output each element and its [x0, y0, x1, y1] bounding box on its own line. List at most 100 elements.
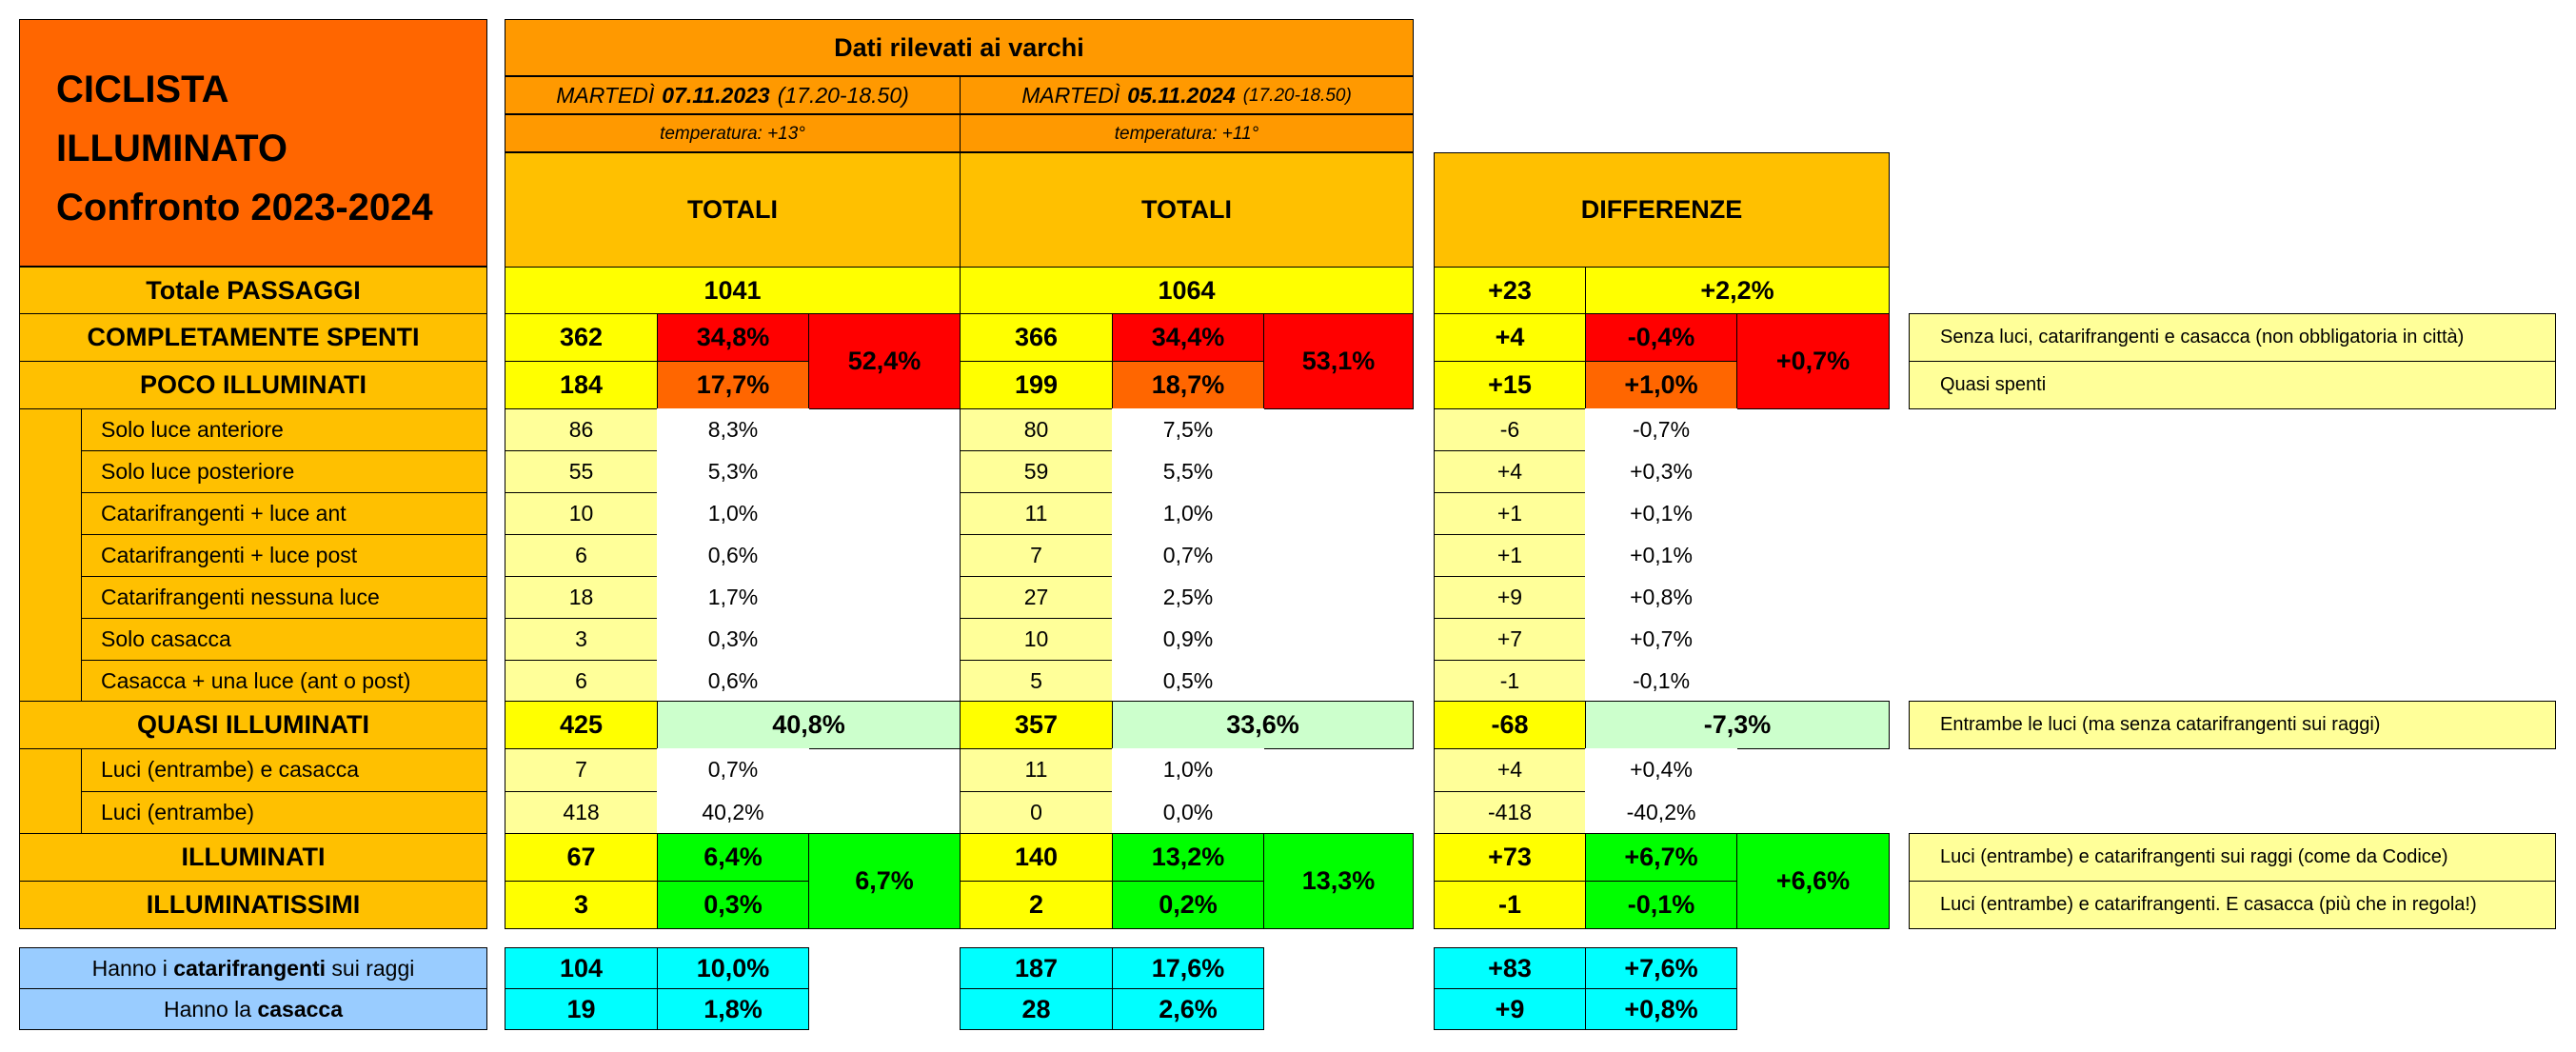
quasi-p-2024: 33,6%	[1112, 701, 1414, 749]
sub-label: Catarifrangenti + luce post	[81, 534, 487, 577]
quasi-diff-p: -7,3%	[1585, 701, 1890, 749]
cas-p-2023: 1,8%	[657, 988, 809, 1030]
quasi-n-2023: 425	[505, 701, 658, 749]
sub-n-2023: 10	[505, 492, 658, 535]
sub-p-2023: 1,0%	[657, 492, 809, 535]
sub-diff-p: +0,3%	[1585, 450, 1737, 493]
sub-p-2023: 0,6%	[657, 534, 809, 577]
sub-diff-n: +9	[1434, 576, 1586, 619]
illuminati-n-2024: 140	[960, 833, 1113, 882]
poco-diff-p: +1,0%	[1585, 361, 1737, 409]
sub-diff-p: -0,1%	[1585, 660, 1737, 703]
cat-p-2023: 10,0%	[657, 947, 809, 989]
sub-n-2023: 18	[505, 576, 658, 619]
group1-diff-p: +0,7%	[1736, 313, 1890, 409]
sub-diff-n: +7	[1434, 618, 1586, 661]
title-line-1: CICLISTA	[56, 69, 229, 110]
spenti-n-2023: 362	[505, 313, 658, 362]
sub-p-2024: 0,0%	[1112, 790, 1264, 834]
sub-label: Solo luce anteriore	[81, 408, 487, 451]
sub-p-2024: 0,5%	[1112, 660, 1264, 703]
note-spenti: Senza luci, catarifrangenti e casacca (n…	[1909, 313, 2556, 362]
sub-n-2024: 11	[960, 748, 1113, 792]
sub-diff-n: +4	[1434, 748, 1586, 792]
row-label-illuminatissimi: ILLUMINATISSIMI	[19, 881, 487, 929]
cat-n-2023: 104	[505, 947, 658, 989]
group2-p-2023: 6,7%	[808, 833, 961, 929]
cat-post: sui raggi	[326, 955, 415, 981]
header-day-2023: MARTEDÌ	[556, 82, 655, 108]
cas-n-2023: 19	[505, 988, 658, 1030]
bottom-label-catarifrangenti: Hanno i catarifrangenti sui raggi	[19, 947, 487, 989]
row-label-totale: Totale PASSAGGI	[19, 267, 487, 314]
sub-n-2023: 55	[505, 450, 658, 493]
spenti-diff-n: +4	[1434, 313, 1586, 362]
totale-2023: 1041	[505, 267, 961, 314]
quasi-p-2023: 40,8%	[657, 701, 961, 749]
sub-diff-p: +0,1%	[1585, 534, 1737, 577]
sub2-indent	[19, 748, 82, 834]
sub-p-2023: 8,3%	[657, 408, 809, 451]
group2-diff-p: +6,6%	[1736, 833, 1890, 929]
sub-n-2023: 418	[505, 790, 658, 834]
illuminati-diff-p: +6,7%	[1585, 833, 1737, 882]
note-poco: Quasi spenti	[1909, 361, 2556, 409]
cat-pre: Hanno i	[91, 955, 174, 981]
illuminati-diff-n: +73	[1434, 833, 1586, 882]
cat-diff-n: +83	[1434, 947, 1586, 989]
row-label-poco: POCO ILLUMINATI	[19, 361, 487, 409]
totale-2024: 1064	[960, 267, 1414, 314]
sub-n-2024: 7	[960, 534, 1113, 577]
title-line-3: Confronto 2023-2024	[56, 187, 433, 228]
group2-p-2024: 13,3%	[1263, 833, 1414, 929]
sub-n-2023: 3	[505, 618, 658, 661]
header-date-2024: MARTEDÌ 05.11.2024 (17.20-18.50)	[960, 76, 1414, 114]
header-main: Dati rilevati ai varchi	[505, 19, 1414, 76]
header-day-2024: MARTEDÌ	[1021, 82, 1120, 108]
poco-p-2023: 17,7%	[657, 361, 809, 409]
header-temp-2024: temperatura: +11°	[960, 114, 1414, 152]
illuminatissimi-p-2023: 0,3%	[657, 881, 809, 929]
illuminatissimi-diff-p: -0,1%	[1585, 881, 1737, 929]
sub-n-2024: 10	[960, 618, 1113, 661]
totale-diff-n: +23	[1434, 267, 1586, 314]
sub-n-2023: 7	[505, 748, 658, 792]
sub-n-2024: 11	[960, 492, 1113, 535]
quasi-diff-n: -68	[1434, 701, 1586, 749]
group1-p-2024: 53,1%	[1263, 313, 1414, 409]
title-block: CICLISTA ILLUMINATO Confronto 2023-2024	[19, 19, 487, 267]
sub-n-2024: 5	[960, 660, 1113, 703]
sub-diff-p: -0,7%	[1585, 408, 1737, 451]
spenti-p-2023: 34,8%	[657, 313, 809, 362]
sub-n-2024: 27	[960, 576, 1113, 619]
sub-p-2023: 40,2%	[657, 790, 809, 834]
header-totali-2023: TOTALI	[505, 152, 961, 268]
spenti-p-2024: 34,4%	[1112, 313, 1264, 362]
header-date-2024-value: 05.11.2024	[1127, 82, 1236, 108]
header-date-2023-value: 07.11.2023	[662, 82, 770, 108]
illuminatissimi-p-2024: 0,2%	[1112, 881, 1264, 929]
cas-diff-p: +0,8%	[1585, 988, 1737, 1030]
header-date-2023: MARTEDÌ 07.11.2023 (17.20-18.50)	[505, 76, 961, 114]
illuminatissimi-n-2023: 3	[505, 881, 658, 929]
cas-pre: Hanno la	[163, 996, 258, 1022]
illuminati-p-2024: 13,2%	[1112, 833, 1264, 882]
sub-p-2024: 7,5%	[1112, 408, 1264, 451]
poco-n-2024: 199	[960, 361, 1113, 409]
cat-bold: catarifrangenti	[173, 955, 327, 981]
sub-p-2024: 0,7%	[1112, 534, 1264, 577]
sub-diff-n: +4	[1434, 450, 1586, 493]
illuminati-p-2023: 6,4%	[657, 833, 809, 882]
row-label-quasi: QUASI ILLUMINATI	[19, 701, 487, 749]
title-line-2: ILLUMINATO	[56, 128, 287, 169]
sub-n-2023: 6	[505, 534, 658, 577]
sub-n-2024: 0	[960, 790, 1113, 834]
header-temp-2023: temperatura: +13°	[505, 114, 961, 152]
sub1-indent	[19, 408, 82, 702]
totale-diff-p: +2,2%	[1585, 267, 1890, 314]
sub-diff-p: +0,4%	[1585, 748, 1737, 792]
sub-n-2023: 86	[505, 408, 658, 451]
sub-diff-n: -418	[1434, 790, 1586, 834]
bottom-label-casacca: Hanno la casacca	[19, 988, 487, 1030]
sub-label: Solo casacca	[81, 618, 487, 661]
